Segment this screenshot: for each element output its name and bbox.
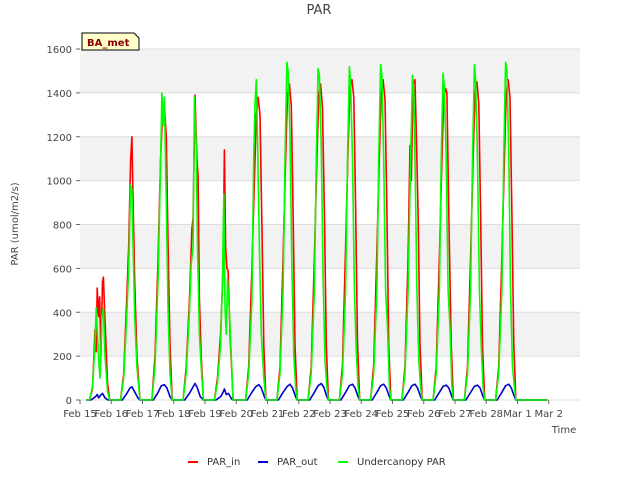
x-tick-label: Feb 16 [94,409,128,420]
y-tick-label: 200 [53,352,72,363]
y-tick-label: 1200 [47,133,72,144]
badge-box [81,32,140,51]
x-tick-label: Feb 21 [251,409,285,420]
y-axis-title: PAR (umol/m2/s) [10,182,21,265]
legend-label: PAR_out [277,457,318,468]
plot-band [80,312,580,357]
x-tick-label: Feb 24 [344,409,378,420]
x-tick-label: Feb 20 [219,409,253,420]
x-axis-title: Time [551,425,576,436]
x-tick-label: Feb 17 [126,409,160,420]
legend-label: PAR_in [207,457,240,468]
plot-band [80,136,580,181]
x-tick-label: Feb 15 [63,409,97,420]
x-tick-label: Mar 2 [535,409,563,420]
x-tick-label: Feb 18 [157,409,191,420]
series-undercanopy-par [86,61,548,401]
y-tick-label: 1600 [47,45,72,56]
plot-band [80,224,580,269]
x-tick-label: Feb 25 [376,409,410,420]
badge-label: BA_met [87,38,130,49]
x-tick-label: Feb 26 [407,409,441,420]
x-tick-label: Feb 23 [313,409,347,420]
series-line [86,61,548,401]
y-tick-label: 1000 [47,177,72,188]
chart-title: PAR [307,3,332,18]
x-tick-label: Feb 27 [438,409,472,420]
x-tick-label: Mar 1 [503,409,531,420]
badge: BA_met [81,32,140,51]
y-tick-label: 400 [53,308,72,319]
x-tick-label: Feb 22 [282,409,316,420]
grid-lines [80,48,580,401]
y-tick-label: 800 [53,221,72,232]
y-tick-label: 1400 [47,89,72,100]
series-layer [86,61,548,401]
x-tick-label: Feb 19 [188,409,222,420]
plot-band [80,49,580,93]
y-tick-label: 0 [66,396,72,407]
x-tick-label: Feb 28 [469,409,503,420]
legend: PAR_in PAR_out Undercanopy PAR [188,457,446,468]
y-tick-label: 600 [53,264,72,275]
legend-label: Undercanopy PAR [357,457,446,468]
